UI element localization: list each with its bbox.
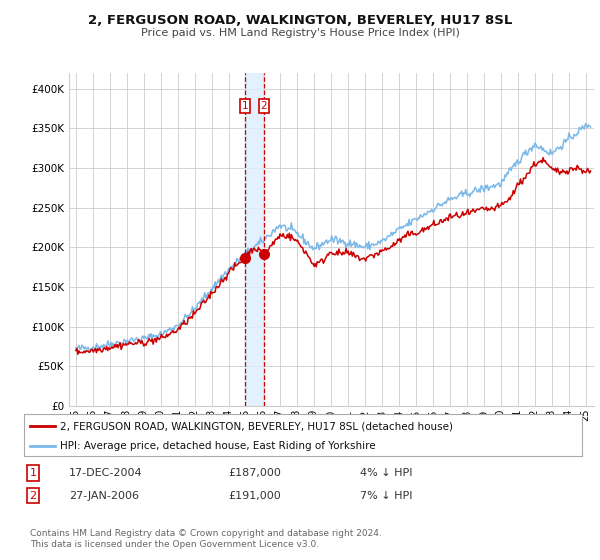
Text: Price paid vs. HM Land Registry's House Price Index (HPI): Price paid vs. HM Land Registry's House … [140,28,460,38]
Text: 2: 2 [261,101,268,111]
Text: £187,000: £187,000 [228,468,281,478]
Text: 2, FERGUSON ROAD, WALKINGTON, BEVERLEY, HU17 8SL: 2, FERGUSON ROAD, WALKINGTON, BEVERLEY, … [88,14,512,27]
Text: HPI: Average price, detached house, East Riding of Yorkshire: HPI: Average price, detached house, East… [60,441,376,451]
Text: Contains HM Land Registry data © Crown copyright and database right 2024.
This d: Contains HM Land Registry data © Crown c… [30,529,382,549]
Text: 7% ↓ HPI: 7% ↓ HPI [360,491,413,501]
Text: 1: 1 [29,468,37,478]
Text: 1: 1 [242,101,248,111]
Text: £191,000: £191,000 [228,491,281,501]
Bar [245,73,264,406]
Text: 2: 2 [29,491,37,501]
Text: 4% ↓ HPI: 4% ↓ HPI [360,468,413,478]
Text: 27-JAN-2006: 27-JAN-2006 [69,491,139,501]
Text: 17-DEC-2004: 17-DEC-2004 [69,468,143,478]
Text: 2, FERGUSON ROAD, WALKINGTON, BEVERLEY, HU17 8SL (detached house): 2, FERGUSON ROAD, WALKINGTON, BEVERLEY, … [60,421,453,431]
